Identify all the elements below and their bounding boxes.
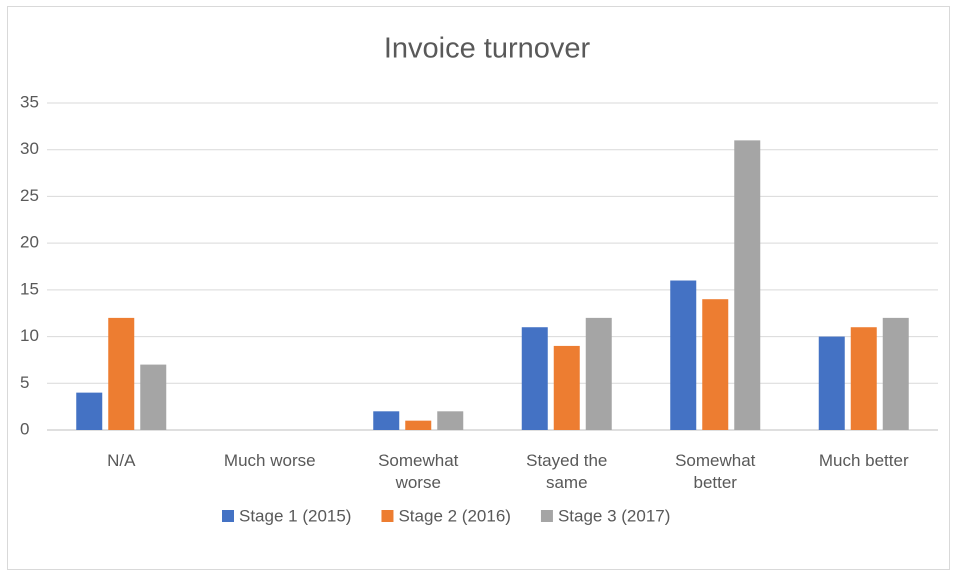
y-tick-label: 25 <box>20 186 39 205</box>
legend-label: Stage 1 (2015) <box>239 506 351 525</box>
bar <box>405 420 432 430</box>
bar <box>140 364 167 430</box>
bar <box>734 140 761 430</box>
bar <box>76 392 103 430</box>
bar <box>670 280 697 430</box>
y-tick-label: 20 <box>20 233 39 252</box>
y-tick-label: 35 <box>20 92 39 111</box>
legend-label: Stage 2 (2016) <box>398 506 510 525</box>
bar <box>373 411 400 430</box>
bar <box>585 317 612 430</box>
legend-label: Stage 3 (2017) <box>558 506 670 525</box>
chart-frame <box>7 6 950 570</box>
legend-swatch <box>381 510 394 522</box>
x-tick-label: Stayed the same <box>526 451 608 492</box>
bar <box>882 317 909 430</box>
y-tick-label: 5 <box>20 373 29 392</box>
y-tick-label: 30 <box>20 139 39 158</box>
x-tick-label: Much worse <box>223 451 316 470</box>
x-tick-label: Much better <box>818 451 909 470</box>
bar <box>437 411 464 430</box>
bar <box>553 345 580 430</box>
bar <box>108 317 135 430</box>
y-tick-label: 15 <box>20 279 39 298</box>
bar <box>818 336 845 430</box>
x-tick-label: N/A <box>107 451 136 470</box>
y-tick-label: 0 <box>20 419 29 438</box>
bar <box>702 299 729 430</box>
legend-swatch <box>540 510 553 522</box>
chart-title: Invoice turnover <box>384 33 591 65</box>
y-tick-label: 10 <box>20 326 39 345</box>
x-tick-label: Somewhat worse <box>378 451 459 492</box>
x-tick-label: Somewhat better <box>675 451 756 492</box>
legend-swatch <box>222 510 234 522</box>
bar <box>850 327 877 430</box>
bar <box>521 327 548 430</box>
